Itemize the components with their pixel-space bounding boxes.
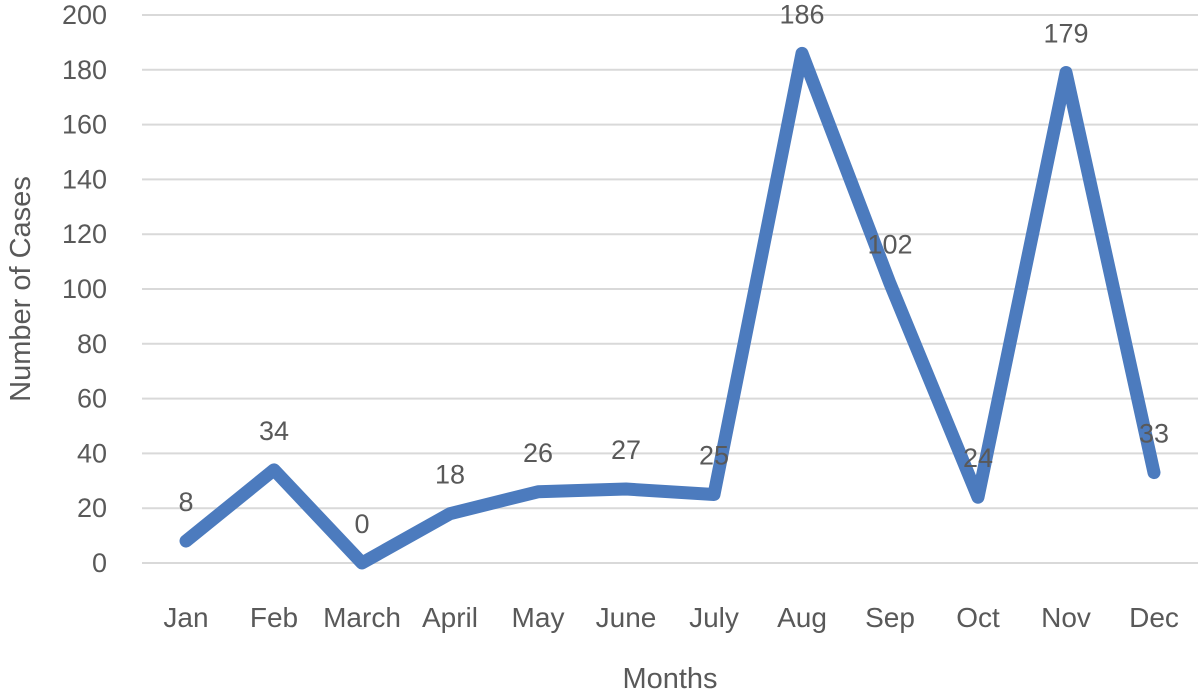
x-category-label: July [689,602,739,633]
data-label: 186 [779,0,824,29]
data-label: 0 [354,509,369,539]
x-category-label: March [323,602,401,633]
y-tick-label: 80 [77,329,107,359]
y-tick-label: 40 [77,438,107,468]
y-tick-label: 120 [62,219,107,249]
x-category-label: Sep [865,602,915,633]
data-label: 26 [523,438,553,468]
x-category-label: Jan [163,602,208,633]
series-line-number-of-cases [179,46,1161,570]
data-label: 18 [435,460,465,490]
y-tick-label: 180 [62,55,107,85]
x-axis-title: Months [622,663,717,695]
data-label: 179 [1043,19,1088,49]
x-category-label: Nov [1041,602,1091,633]
x-category-label: Oct [956,602,1000,633]
data-label: 27 [611,435,641,465]
y-tick-label: 100 [62,274,107,304]
y-tick-label: 0 [92,548,107,578]
y-axis-title: Number of Cases [5,176,37,402]
data-label: 102 [867,230,912,260]
data-label: 8 [178,487,193,517]
data-label: 25 [699,441,729,471]
data-label: 24 [963,443,993,473]
y-tick-labels-group: 0 20 40 60 80 100 120 140 160 180 200 [62,0,107,578]
data-labels-group: 8 34 0 18 26 27 25 186 102 24 179 33 [178,0,1169,539]
data-label: 33 [1139,419,1169,449]
x-category-label: May [512,602,565,633]
x-category-label: April [422,602,478,633]
y-tick-label: 140 [62,164,107,194]
y-tick-label: 160 [62,110,107,140]
x-category-label: Feb [250,602,298,633]
y-tick-label: 20 [77,493,107,523]
y-tick-label: 60 [77,384,107,414]
x-category-labels-group: Jan Feb March April May June July Aug Sep Oct Nov D… [163,602,1178,633]
data-label: 34 [259,416,289,446]
x-category-label: Aug [777,602,827,633]
gridlines-group [142,14,1198,564]
x-category-label: June [596,602,657,633]
x-category-label: Dec [1129,602,1179,633]
y-tick-label: 200 [62,0,107,30]
series-group [179,46,1161,570]
